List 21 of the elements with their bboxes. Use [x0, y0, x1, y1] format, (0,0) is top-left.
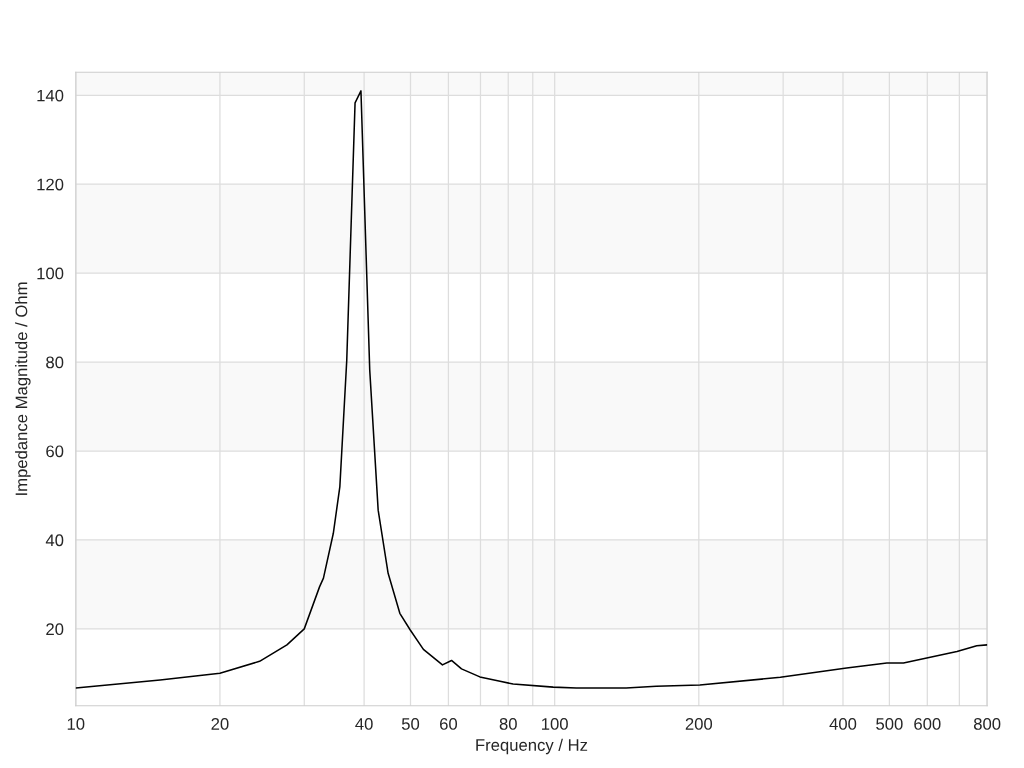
x-tick-label: 60	[440, 718, 458, 730]
x-tick-label: 80	[499, 718, 517, 730]
y-tick-label: 140	[37, 89, 64, 102]
x-tick-label: 10	[67, 718, 85, 730]
y-tick-label: 60	[46, 445, 64, 458]
y-axis-title: Impedance Magnitude / Ohm	[15, 282, 31, 495]
x-tick-label: 500	[876, 718, 903, 730]
y-tick-label: 100	[37, 267, 64, 280]
x-tick-label: 800	[973, 718, 1001, 730]
y-tick-label: 80	[46, 356, 64, 369]
y-tick-label: 120	[37, 178, 64, 191]
x-axis-title: Frequency / Hz	[476, 738, 588, 755]
x-tick-label: 200	[685, 718, 713, 730]
x-tick-label: 600	[914, 718, 941, 730]
y-tick-label: 20	[46, 623, 64, 636]
x-tick-label: 100	[542, 718, 568, 730]
y-tick-label: 40	[45, 534, 64, 547]
x-tick-label: 20	[211, 718, 229, 730]
x-tick-label: 50	[401, 718, 420, 730]
x-tick-label: 400	[829, 718, 857, 730]
x-tick-label: 40	[355, 718, 373, 730]
